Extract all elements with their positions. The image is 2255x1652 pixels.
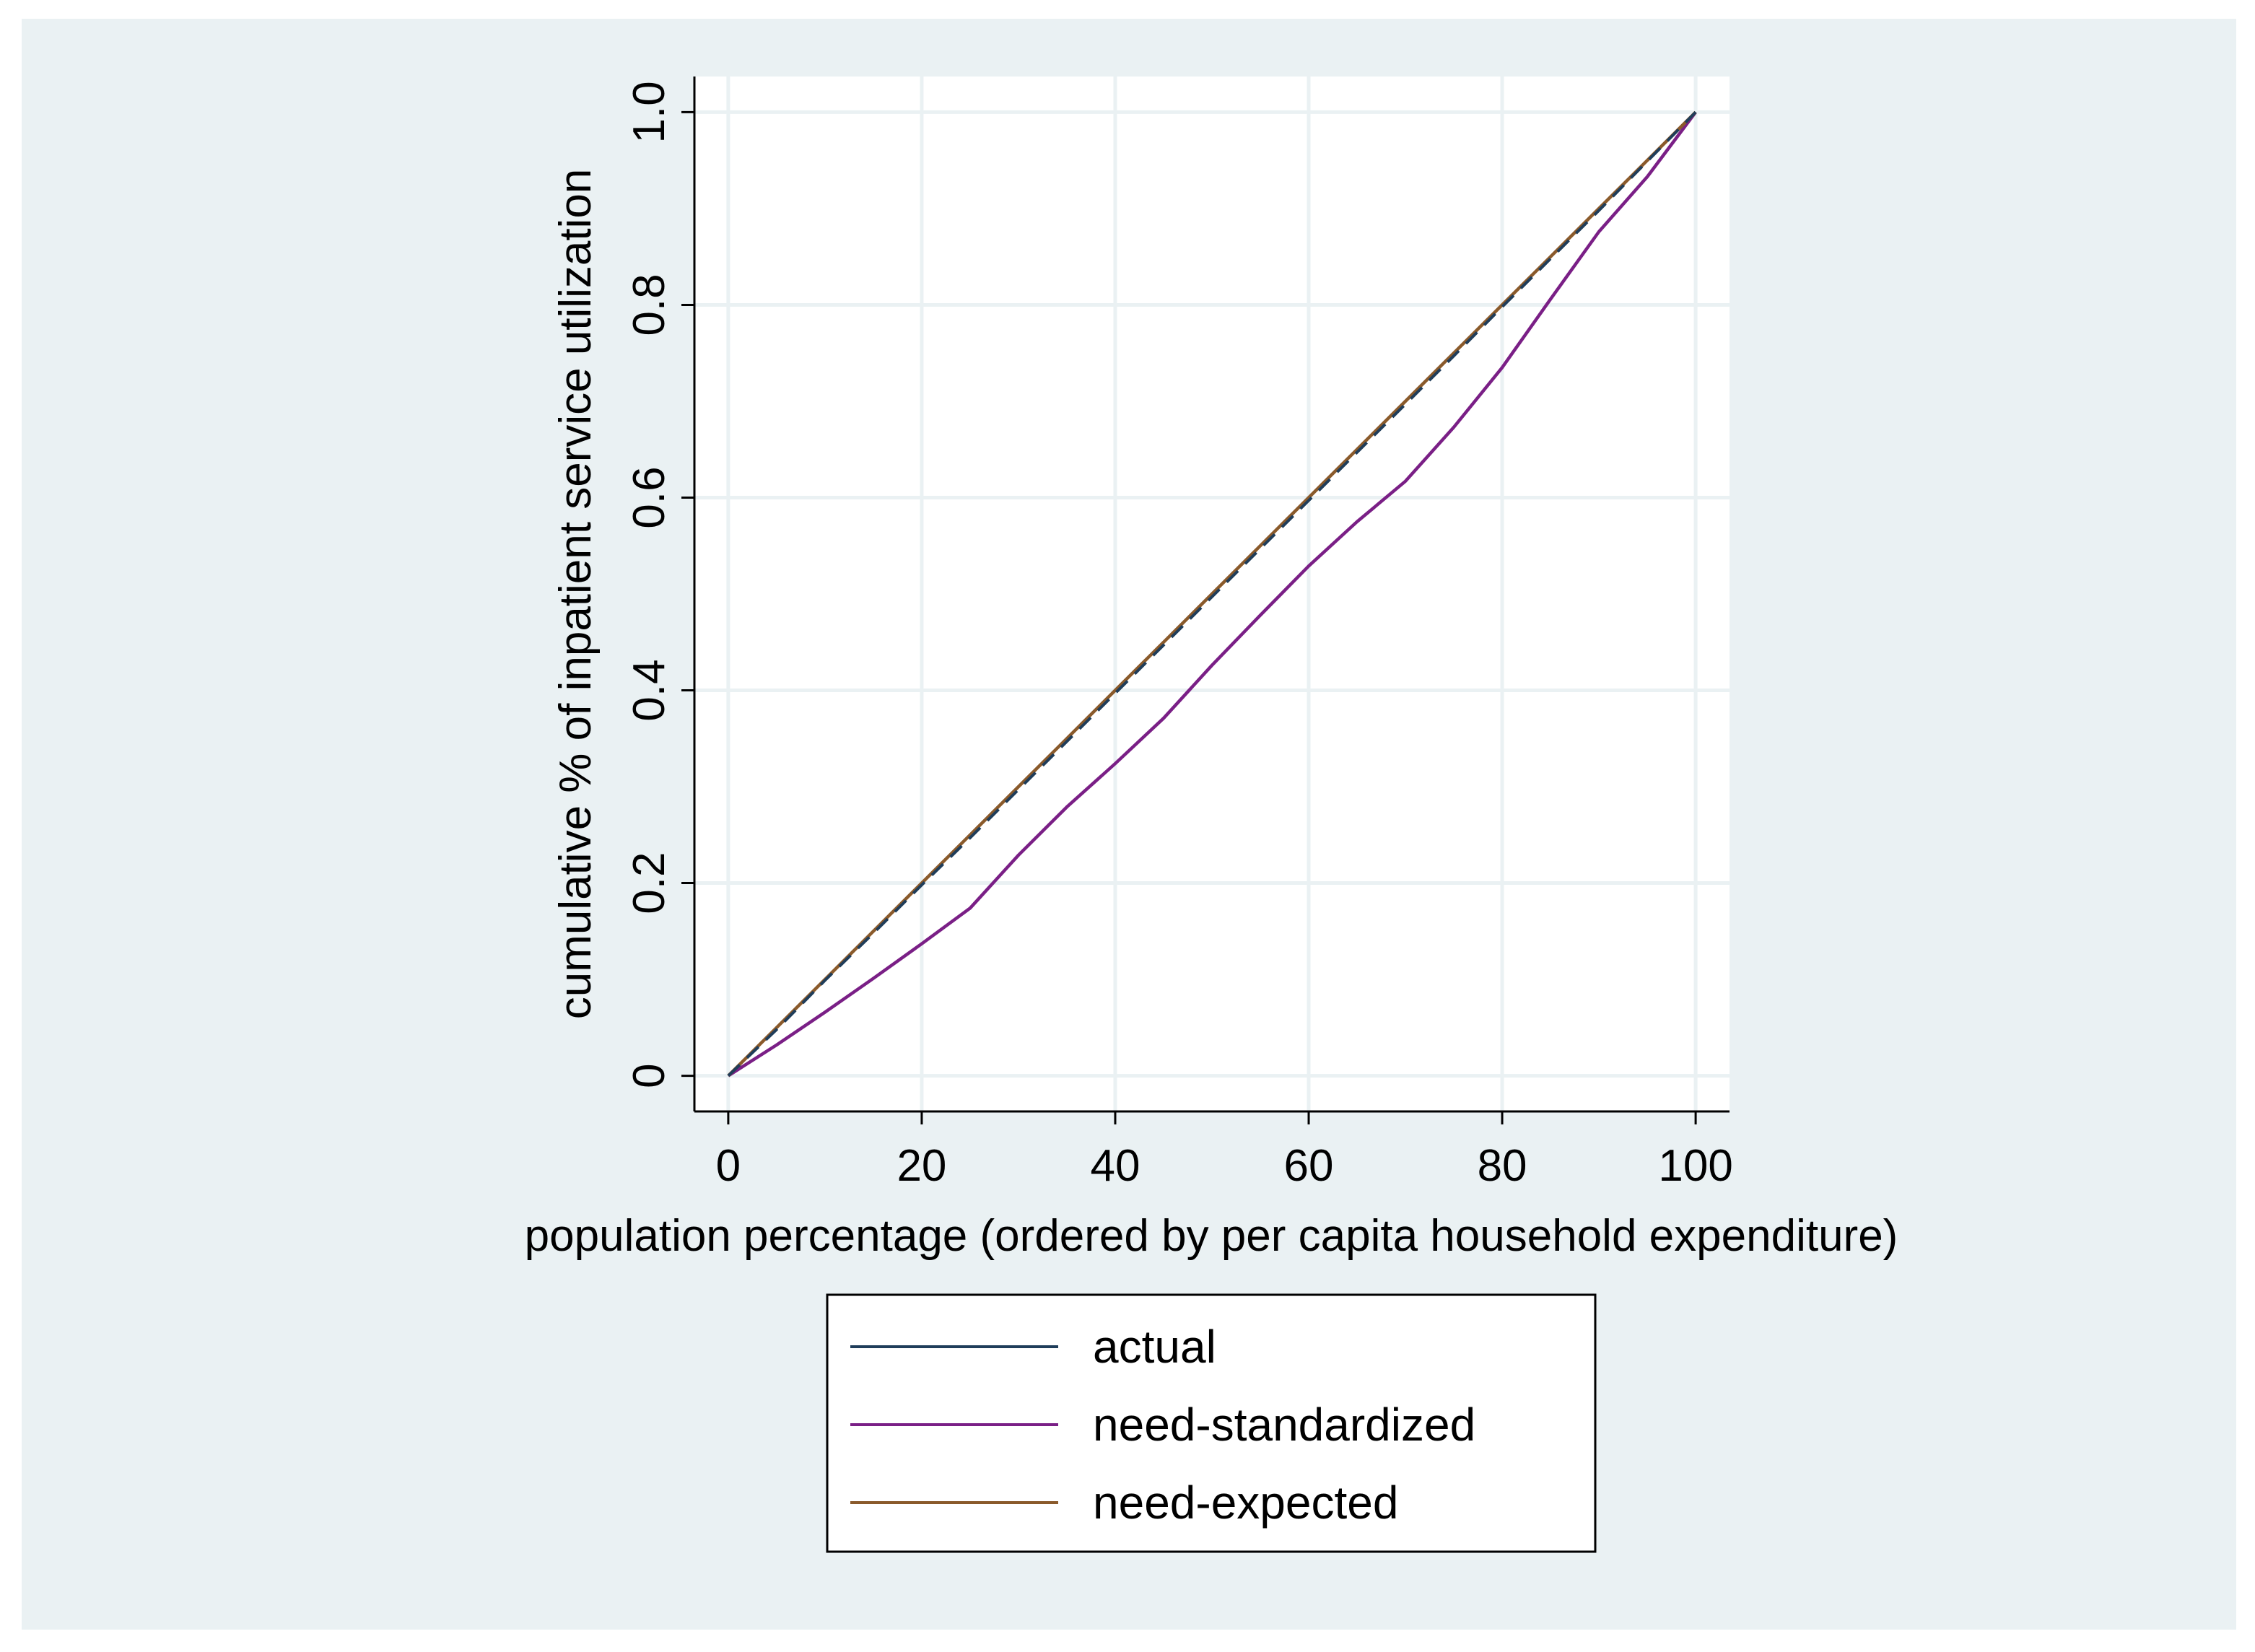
series-line-need-expected: [727, 110, 1697, 1078]
x-tick-label: 20: [897, 1141, 946, 1191]
x-tick-label: 100: [1658, 1141, 1732, 1191]
y-tick-label: 0.8: [624, 274, 674, 336]
y-axis-title: cumulative % of inpatient service utiliz…: [551, 169, 601, 1020]
series-layer: [727, 110, 1697, 1078]
x-tick-label: 40: [1090, 1141, 1140, 1191]
y-tick-label: 0.6: [624, 466, 674, 528]
x-tick-label: 80: [1478, 1141, 1527, 1191]
y-tick-label: 0.4: [624, 659, 674, 721]
y-tick-label: 1.0: [624, 81, 674, 143]
grid-layer: [694, 77, 1730, 1111]
legend-items: actual need-standardized need-expected: [850, 1321, 1475, 1529]
x-tick-label: 0: [716, 1141, 741, 1191]
legend-label-need-standardized: need-standardized: [1093, 1399, 1475, 1451]
x-axis-title: population percentage (ordered by per ca…: [525, 1211, 1898, 1261]
x-tick-label: 60: [1284, 1141, 1334, 1191]
legend: actual need-standardized need-expected: [826, 1293, 1597, 1553]
series-line-actual: [727, 110, 1697, 1078]
series-line-need-standardized: [727, 111, 1697, 1078]
y-tick-label: 0: [624, 1063, 674, 1088]
legend-label-actual: actual: [1093, 1321, 1216, 1373]
y-tick-label: 0.2: [624, 852, 674, 914]
axis-layer: 0 0.2 0.4 0.6 0.8 1.0 0 20 40 60 80 100: [624, 77, 1733, 1191]
legend-label-need-expected: need-expected: [1093, 1477, 1398, 1529]
